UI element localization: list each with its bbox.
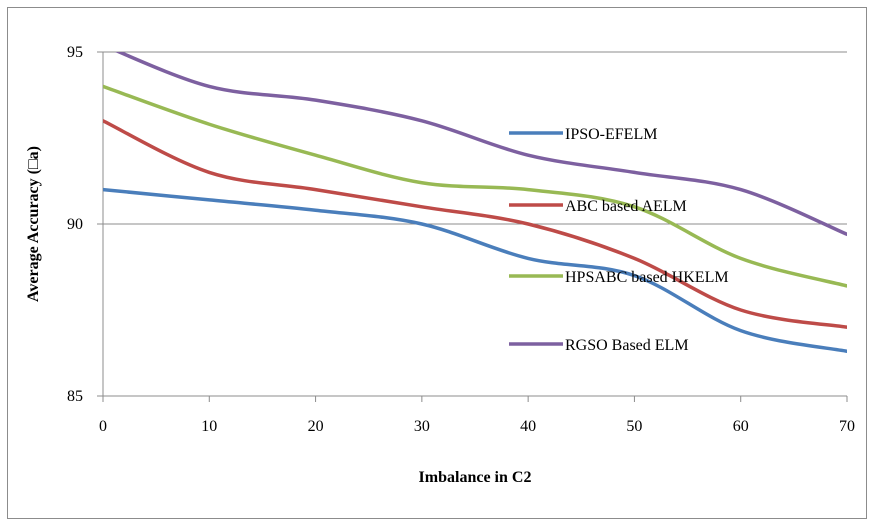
series-line-2 [103,119,847,329]
series-line-4 [114,52,847,237]
series-line-1 [103,187,847,354]
y-tick-label-90: 90 [67,216,83,233]
y-axis-title: Average Accuracy (□a) [25,146,42,302]
x-tick-label-30: 30 [414,418,430,435]
x-tick-label-40: 40 [520,418,536,435]
legend-label-2: ABC based AELM [565,198,687,215]
y-tick-label-85: 85 [67,388,83,405]
series-lines [103,52,847,354]
x-axis-title: Imbalance in C2 [419,469,532,486]
y-axis-ticks: 85 90 95 [67,44,103,405]
series-line-3 [103,84,847,288]
x-tick-label-20: 20 [308,418,324,435]
x-tick-label-50: 50 [626,418,642,435]
x-axis-ticks: 0 10 20 30 40 50 60 70 [99,396,855,435]
legend-label-3: HPSABC based HKELM [565,269,729,286]
legend-label-1: IPSO-EFELM [565,126,657,143]
x-tick-label-60: 60 [733,418,749,435]
legend: IPSO-EFELM ABC based AELM HPSABC based HKE… [509,126,729,354]
chart-frame [7,7,867,519]
x-tick-label-0: 0 [99,418,107,435]
legend-label-4: RGSO Based ELM [565,337,689,354]
y-tick-label-95: 95 [67,44,83,61]
grid-lines [103,51,847,225]
x-tick-label-10: 10 [201,418,217,435]
x-tick-label-70: 70 [839,418,855,435]
